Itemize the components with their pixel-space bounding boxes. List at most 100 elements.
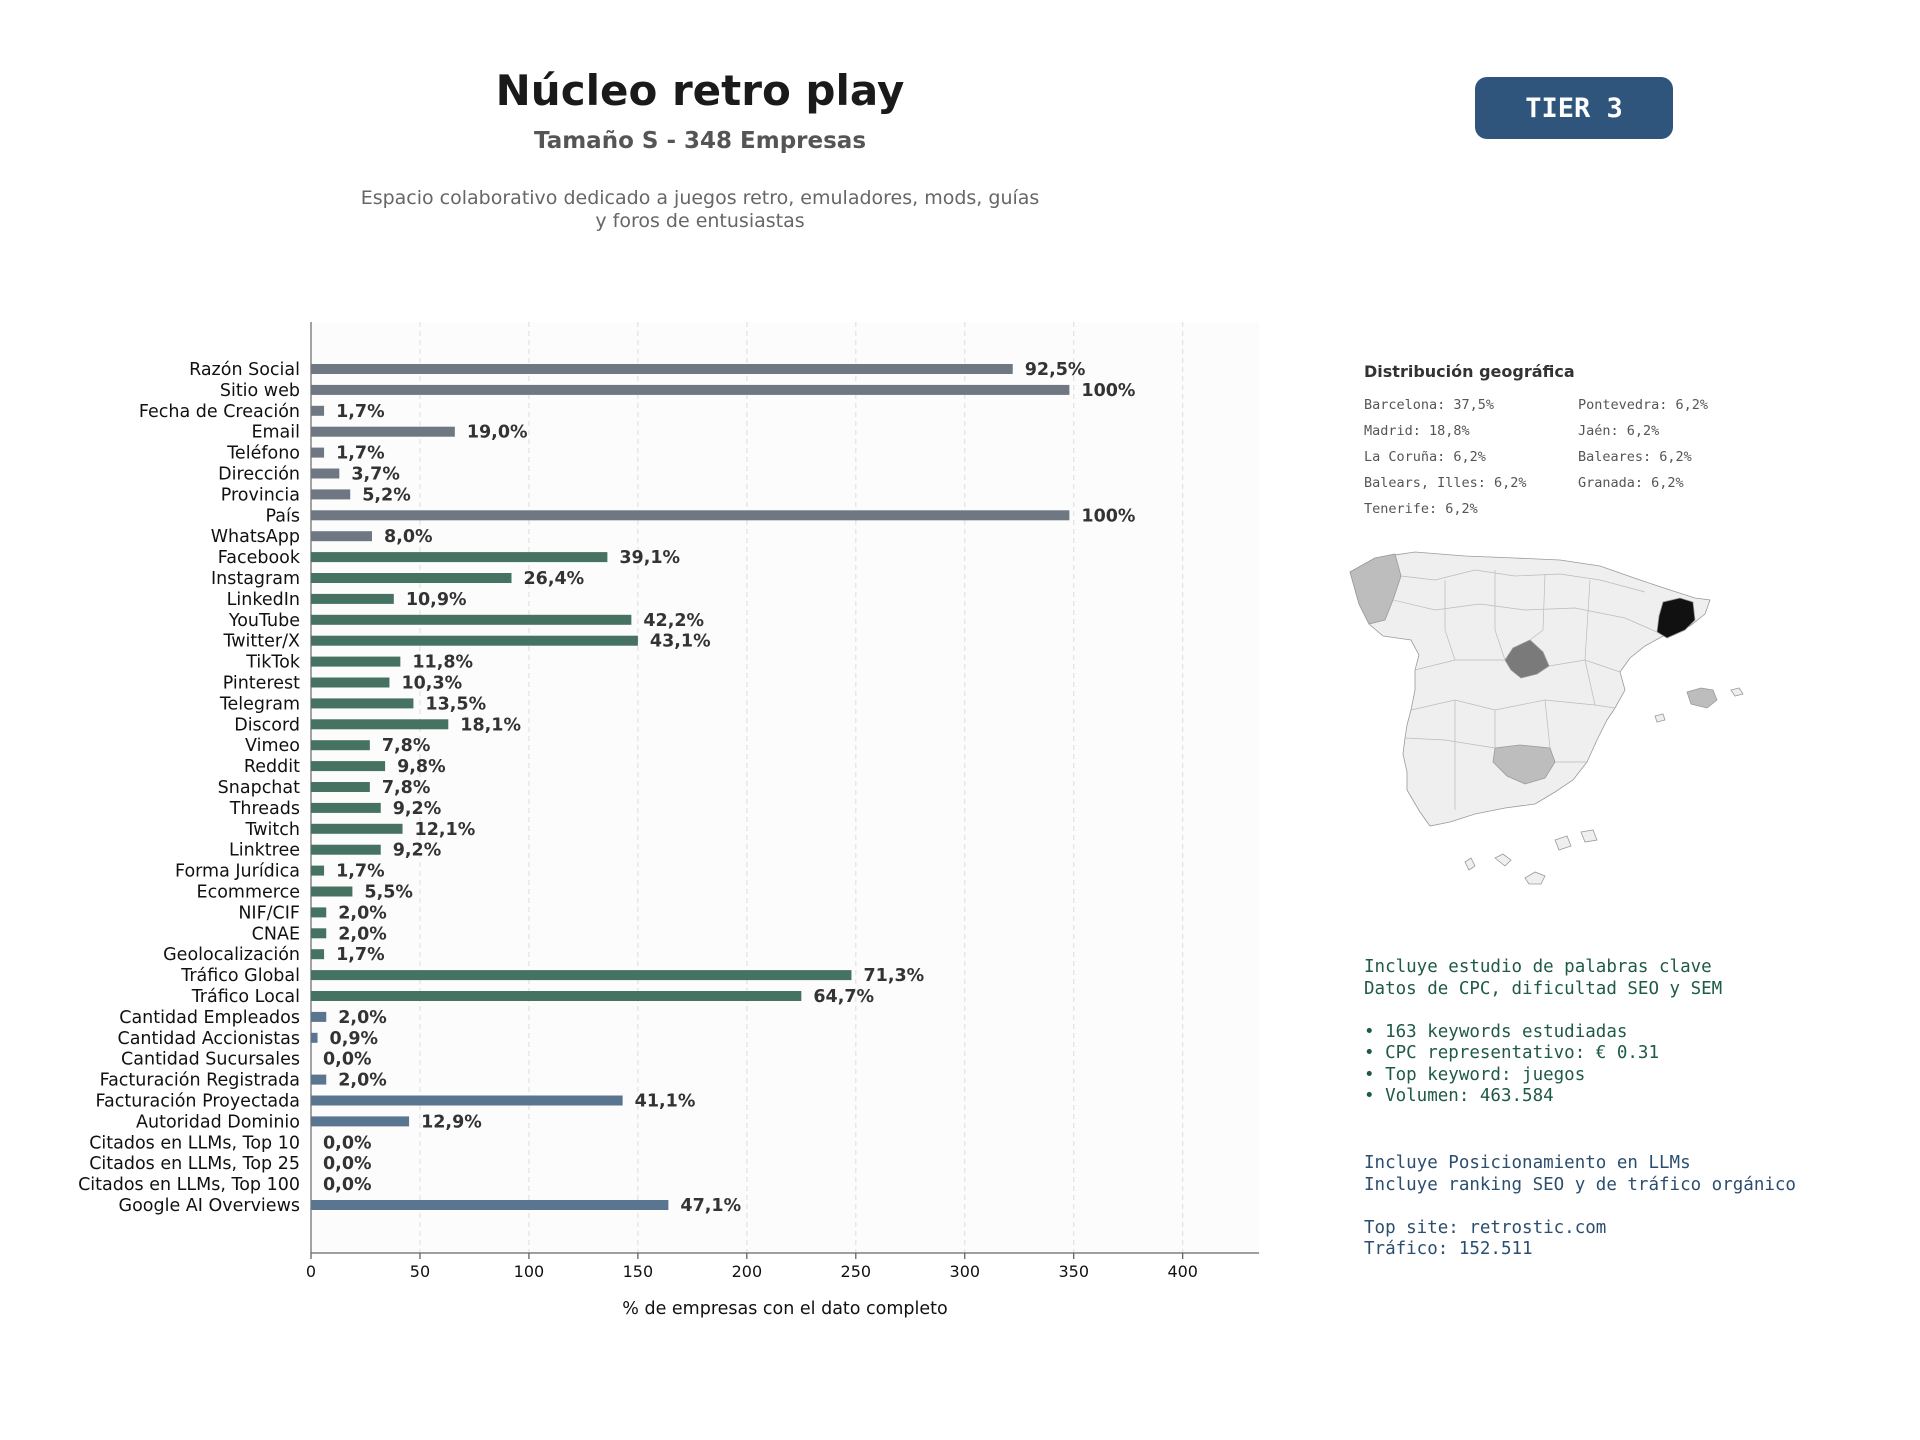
- bar: [311, 405, 325, 416]
- y-tick-label: Snapchat: [218, 778, 300, 798]
- map-mainland: [1349, 551, 1711, 827]
- geo-item: Pontevedra: 6,2%: [1578, 397, 1709, 413]
- y-tick-label: Cantidad Accionistas: [117, 1029, 300, 1049]
- bar: [311, 1095, 623, 1106]
- y-tick-label: Fecha de Creación: [139, 402, 300, 422]
- y-tick-label: Twitter/X: [222, 632, 300, 652]
- map-region-madrid: [1504, 639, 1550, 679]
- x-tick-label: 400: [1167, 1262, 1198, 1281]
- x-tick-label: 350: [1058, 1262, 1089, 1281]
- y-tick-label: NIF/CIF: [238, 903, 300, 923]
- spacer: [1364, 1000, 1722, 1022]
- data-label: 5,5%: [364, 883, 413, 903]
- bar: [311, 489, 351, 500]
- y-tick-label: WhatsApp: [211, 527, 300, 547]
- geo-item: Barcelona: 37,5%: [1364, 397, 1495, 413]
- bar: [311, 844, 381, 855]
- data-label: 19,0%: [467, 423, 528, 443]
- bar: [311, 802, 381, 813]
- llm-line-2: Incluye ranking SEO y de tráfico orgánic…: [1364, 1174, 1796, 1195]
- bar: [311, 907, 327, 918]
- data-label: 41,1%: [635, 1092, 696, 1112]
- map-canary-3: [1554, 835, 1572, 851]
- spain-province-map: [1349, 551, 1744, 885]
- spacer: [1364, 1196, 1796, 1218]
- bar: [311, 782, 370, 792]
- bar: [311, 761, 386, 772]
- data-label: 0,0%: [323, 1175, 372, 1195]
- keywords-bullet: • 163 keywords estudiadas: [1364, 1021, 1628, 1042]
- llm-line-1: Incluye Posicionamiento en LLMs: [1364, 1153, 1691, 1173]
- data-label: 1,7%: [336, 862, 385, 882]
- data-label: 26,4%: [523, 569, 584, 589]
- y-tick-label: Provincia: [221, 485, 300, 505]
- data-label: 100%: [1081, 506, 1135, 526]
- bar: [311, 823, 403, 834]
- y-tick-label: Teléfono: [226, 444, 300, 464]
- y-tick-label: LinkedIn: [227, 590, 300, 610]
- data-label: 1,7%: [336, 402, 385, 422]
- y-tick-label: Vimeo: [245, 736, 300, 756]
- data-label: 5,2%: [362, 485, 411, 505]
- y-tick-label: Reddit: [244, 757, 300, 777]
- data-label: 12,1%: [415, 820, 476, 840]
- geo-distribution-title: Distribución geográfica: [1364, 362, 1575, 381]
- x-tick-label: 200: [732, 1262, 763, 1281]
- data-label: 7,8%: [382, 736, 431, 756]
- llm-info: Incluye Posicionamiento en LLMs Incluye …: [1364, 1153, 1796, 1261]
- keywords-bullet: • CPC representativo: € 0.31: [1364, 1043, 1660, 1063]
- x-tick-label: 50: [410, 1262, 430, 1281]
- map-borders-2: [1392, 599, 1658, 633]
- data-label: 92,5%: [1025, 360, 1086, 380]
- bar: [311, 1074, 327, 1085]
- geo-item: La Coruña: 6,2%: [1364, 449, 1486, 465]
- bar: [311, 573, 512, 583]
- map-canary-4: [1580, 829, 1598, 843]
- map-region-barcelona: [1656, 597, 1696, 639]
- data-label: 0,9%: [330, 1029, 379, 1049]
- data-label: 3,7%: [351, 465, 400, 485]
- data-label: 39,1%: [619, 548, 680, 568]
- map-borders-5: [1404, 737, 1587, 763]
- top-site: Top site: retrostic.com: [1364, 1217, 1607, 1238]
- map-canary-2: [1494, 853, 1512, 867]
- data-label: 2,0%: [338, 924, 387, 944]
- y-tick-label: Linktree: [229, 841, 300, 861]
- bar: [311, 949, 325, 960]
- bar: [311, 886, 353, 897]
- map-canary-1: [1524, 871, 1546, 885]
- bar: [311, 970, 852, 981]
- y-tick-label: Pinterest: [223, 674, 300, 694]
- description-line-2: y foros de entusiastas: [595, 210, 805, 232]
- bar: [311, 510, 1070, 521]
- map-canary-5: [1464, 857, 1476, 871]
- bar: [311, 1011, 327, 1022]
- data-label: 9,8%: [397, 757, 446, 777]
- bar: [311, 928, 327, 939]
- y-tick-label: Google AI Overviews: [119, 1196, 300, 1216]
- bar: [311, 635, 638, 646]
- geo-item: Madrid: 18,8%: [1364, 423, 1470, 439]
- y-tick-label: Citados en LLMs, Top 10: [89, 1133, 300, 1153]
- map-region-baleares: [1686, 687, 1718, 709]
- geo-item: Granada: 6,2%: [1578, 475, 1684, 491]
- y-tick-label: Facturación Proyectada: [96, 1092, 300, 1112]
- y-tick-label: CNAE: [252, 924, 300, 944]
- y-tick-label: Geolocalización: [163, 945, 300, 965]
- y-tick-label: Email: [251, 423, 300, 443]
- data-label: 11,8%: [412, 653, 473, 673]
- map-island-2: [1654, 713, 1666, 723]
- data-label: 100%: [1081, 381, 1135, 401]
- top-site-traffic: Tráfico: 152.511: [1364, 1239, 1533, 1259]
- keywords-info: Incluye estudio de palabras clave Datos …: [1364, 957, 1722, 1108]
- map-borders-4: [1410, 699, 1616, 711]
- y-tick-label: Facturación Registrada: [100, 1071, 300, 1091]
- data-label: 47,1%: [680, 1196, 741, 1216]
- keywords-bullet: • Top keyword: juegos: [1364, 1064, 1586, 1085]
- map-region-andalucia-east: [1492, 744, 1556, 785]
- y-tick-label: Telegram: [219, 694, 300, 714]
- y-tick-label: Instagram: [211, 569, 300, 589]
- y-tick-label: Citados en LLMs, Top 100: [78, 1175, 300, 1195]
- y-tick-label: Discord: [234, 715, 300, 735]
- bar: [311, 447, 325, 458]
